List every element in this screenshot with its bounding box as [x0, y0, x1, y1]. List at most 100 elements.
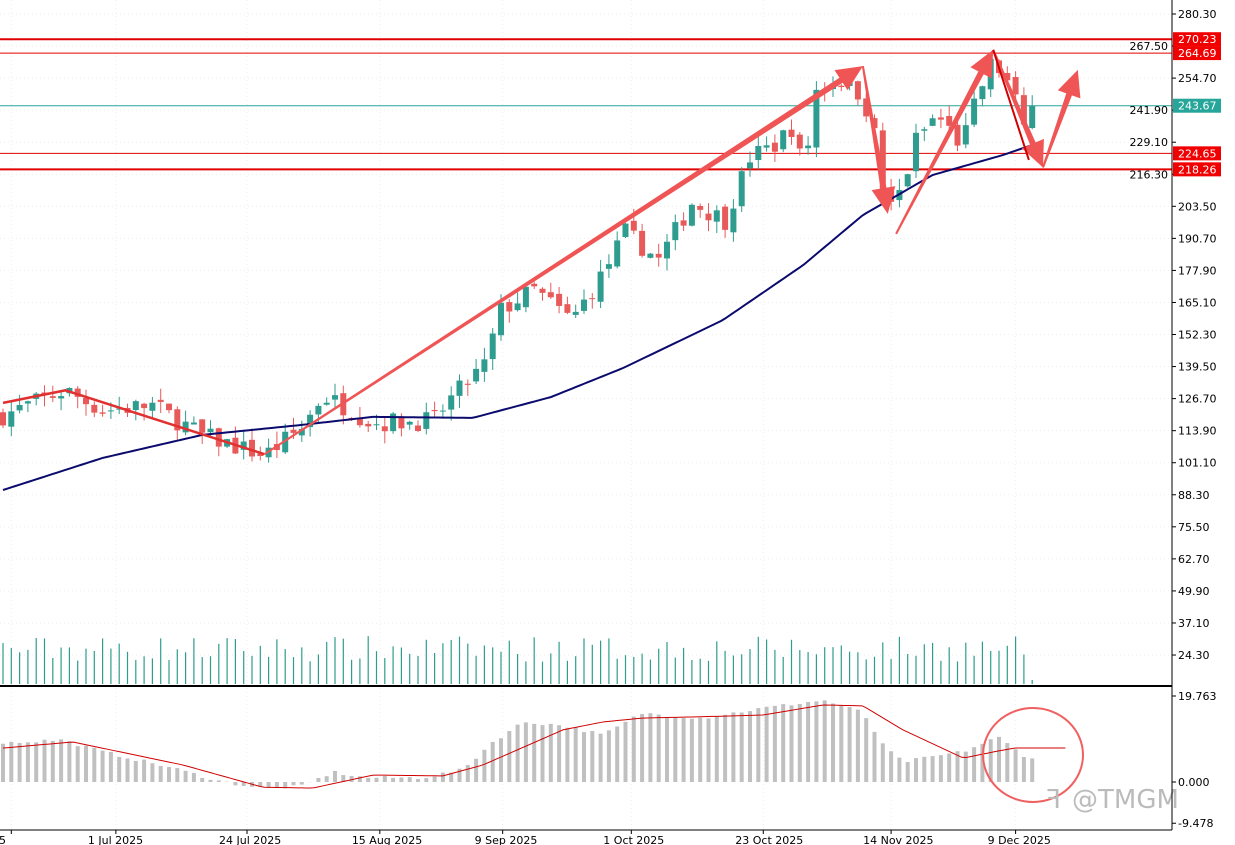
- price-tick-label: 49.90: [1178, 585, 1210, 598]
- candle-up: [307, 414, 314, 428]
- candle-up: [16, 405, 23, 411]
- candle-up: [332, 395, 338, 400]
- candle-down: [871, 118, 878, 129]
- date-tick-label: 24 Jul 2025: [219, 834, 281, 845]
- price-tick-label: 165.10: [1178, 296, 1217, 309]
- trend-arrow: [263, 66, 863, 456]
- candle-up: [813, 89, 820, 148]
- candle-down: [415, 425, 421, 431]
- candle-down: [937, 117, 944, 120]
- candles: [0, 55, 1036, 463]
- candle-down: [796, 134, 803, 149]
- watermark-logo-icon: ꟻ: [1046, 785, 1061, 815]
- candle-up: [116, 408, 123, 410]
- level-tag-label: 218.26: [1178, 163, 1217, 176]
- level-tag-bg: [1173, 46, 1221, 61]
- candle-up: [190, 422, 197, 425]
- candle-down: [531, 283, 538, 287]
- candle-up: [979, 86, 986, 100]
- level-tag-bg: [1173, 32, 1221, 47]
- candle-up: [713, 210, 720, 222]
- candle-down: [639, 230, 646, 256]
- date-tick-label: 2025: [0, 834, 6, 845]
- candle-up: [373, 424, 380, 426]
- macd-signal-line: [2, 704, 1066, 789]
- candle-down: [381, 426, 388, 432]
- candle-up: [688, 204, 695, 226]
- price-tick-label: 190.70: [1178, 232, 1217, 245]
- candle-up: [805, 145, 812, 149]
- watermark-text: @TMGM: [1072, 785, 1179, 815]
- watermark: ꟻ @TMGM: [1046, 785, 1179, 815]
- candle-down: [166, 403, 172, 411]
- date-tick-label: 9 Dec 2025: [988, 834, 1051, 845]
- date-tick-label: 14 Nov 2025: [863, 834, 933, 845]
- candle-up: [58, 396, 65, 399]
- price-tick-label: 37.10: [1178, 617, 1210, 630]
- candle-up: [522, 286, 529, 308]
- candle-down: [854, 81, 861, 100]
- price-tick-label: 267.50: [1130, 40, 1169, 53]
- candle-up: [913, 132, 919, 172]
- trend-arrows[interactable]: [2, 49, 1081, 456]
- candle-down: [705, 213, 712, 221]
- candle-up: [149, 402, 156, 411]
- candle-down: [49, 396, 56, 398]
- price-tick-label: 152.30: [1178, 329, 1217, 342]
- candle-up: [664, 241, 670, 259]
- candle-down: [655, 253, 662, 258]
- candle-down: [249, 439, 255, 457]
- candle-up: [323, 402, 330, 405]
- candle-up: [780, 130, 787, 150]
- candle-down: [157, 399, 164, 402]
- highlight-circle: [982, 707, 1084, 803]
- candle-down: [0, 412, 6, 426]
- level-tag-label: 224.65: [1178, 147, 1217, 160]
- candle-up: [572, 311, 579, 315]
- price-tick-label: 254.70: [1178, 72, 1217, 85]
- candle-up: [132, 401, 139, 411]
- candle-up: [971, 98, 978, 125]
- price-tick-label: 24.30: [1178, 649, 1210, 662]
- candle-down: [141, 403, 148, 409]
- candle-down: [83, 398, 89, 405]
- candle-up: [298, 428, 305, 436]
- candle-up: [755, 145, 762, 161]
- candle-down: [697, 205, 704, 210]
- price-axis[interactable]: 280.30 267.50 254.70 241.90 229.10 216.30 203.…: [1130, 8, 1217, 830]
- trend-arrow: [1042, 69, 1081, 168]
- candle-up: [738, 171, 745, 207]
- candle-up: [1029, 105, 1036, 128]
- date-tick-label: 1 Jul 2025: [88, 834, 143, 845]
- level-tag-label: 243.67: [1178, 100, 1217, 113]
- candle-down: [589, 298, 596, 300]
- candle-up: [647, 253, 654, 258]
- candle-up: [240, 441, 247, 450]
- candle-up: [315, 405, 322, 415]
- trend-arrow: [895, 49, 994, 235]
- candle-down: [1004, 73, 1011, 81]
- price-tick-label: 216.30: [1130, 168, 1169, 181]
- candle-down: [91, 404, 98, 413]
- candle-up: [605, 264, 612, 269]
- candle-up: [962, 125, 969, 145]
- candle-up: [581, 299, 587, 311]
- trend-arrow: [861, 65, 896, 214]
- candle-down: [954, 124, 961, 146]
- macd-tick-label: -9.478: [1178, 817, 1213, 830]
- price-tick-label: 75.50: [1178, 521, 1210, 534]
- candle-up: [498, 302, 504, 336]
- macd-tick-label: 19.763: [1178, 690, 1217, 703]
- candle-up: [8, 411, 15, 427]
- candle-down: [398, 416, 405, 429]
- candle-up: [473, 368, 480, 382]
- candle-down: [464, 383, 471, 385]
- candle-down: [879, 130, 886, 190]
- date-axis[interactable]: 2025 1 Jul 2025 24 Jul 2025 15 Aug 2025 9 Se…: [0, 830, 1051, 845]
- macd-panel: [1, 700, 1066, 789]
- trend-line: [2, 389, 265, 456]
- candle-up: [489, 333, 496, 360]
- candle-down: [356, 418, 363, 426]
